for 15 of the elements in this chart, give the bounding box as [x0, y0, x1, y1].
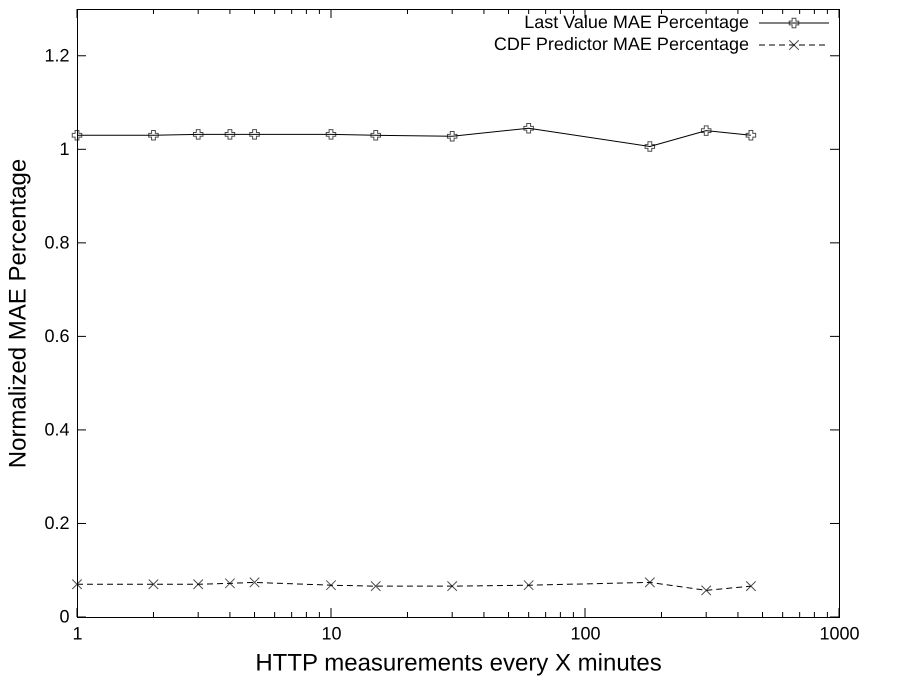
x-axis-title: HTTP measurements every X minutes — [255, 650, 662, 676]
y-tick-label: 0.2 — [44, 512, 70, 533]
y-tick-label: 1.2 — [44, 45, 70, 66]
x-tick-label: 100 — [570, 624, 601, 644]
x-tick-label: 1 — [72, 624, 83, 644]
x-tick-label: 10 — [321, 624, 342, 644]
legend-label: CDF Predictor MAE Percentage — [494, 34, 749, 54]
y-tick-label: 0.6 — [44, 326, 70, 346]
y-tick-label: 0.8 — [44, 232, 70, 252]
legend-label: Last Value MAE Percentage — [524, 12, 749, 32]
y-tick-label: 1 — [59, 138, 70, 159]
y-tick-label: 0 — [59, 606, 70, 626]
y-tick-label: 0.4 — [44, 419, 70, 440]
y-axis-title: Normalized MAE Percentage — [4, 158, 32, 468]
x-tick-label: 1000 — [819, 624, 860, 644]
